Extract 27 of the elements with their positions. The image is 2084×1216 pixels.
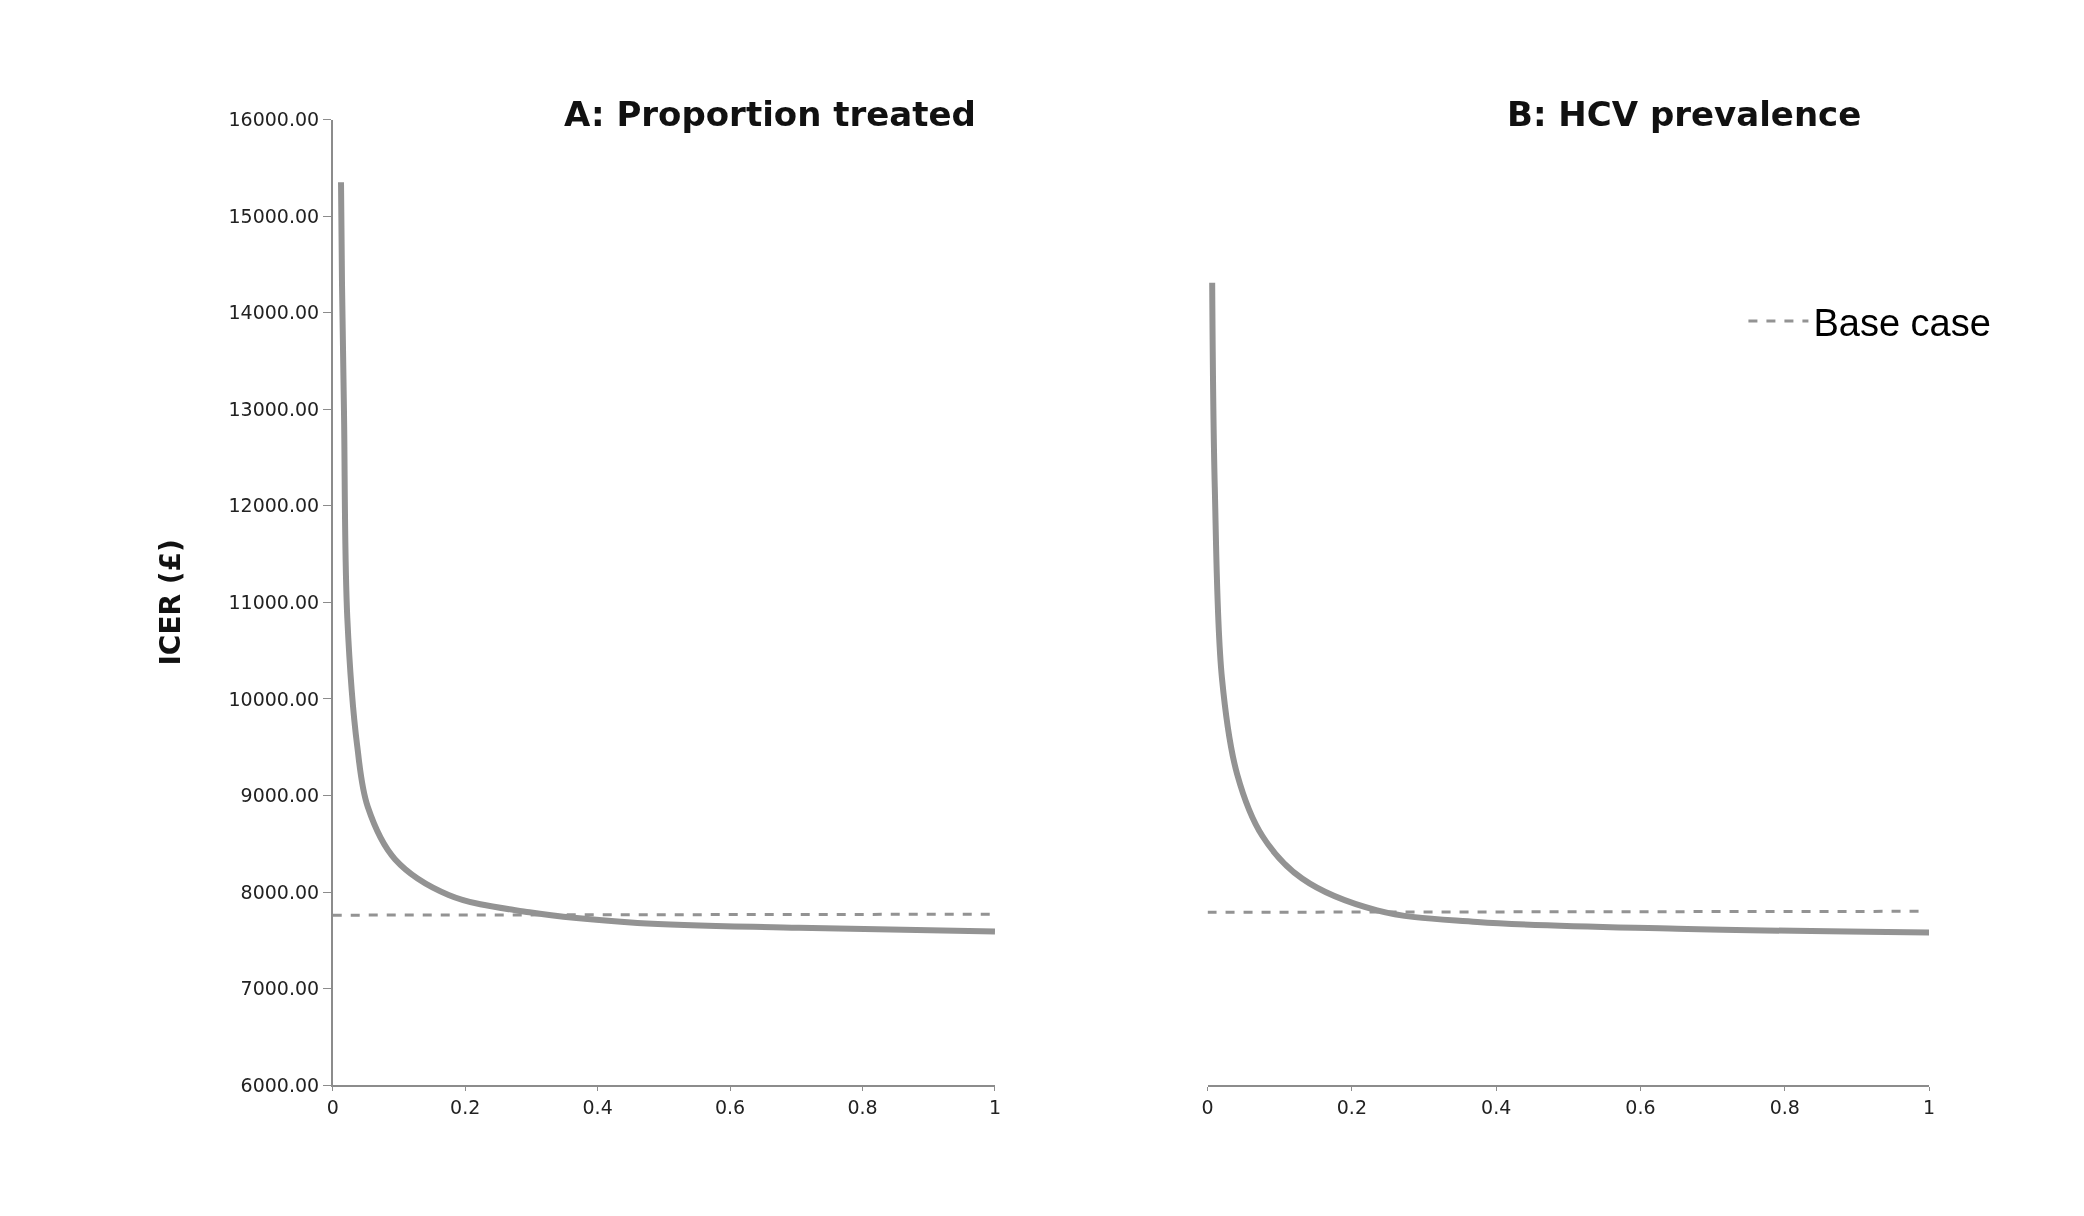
x-tick-label: 0.6 [1625, 1095, 1656, 1118]
y-tick-label: 13000.00 [228, 397, 320, 420]
y-tick-label: 6000.00 [240, 1073, 320, 1096]
y-axis-title: ICER (£) [153, 539, 187, 666]
x-tick-label: 0.2 [1336, 1095, 1367, 1118]
y-tick-label: 16000.00 [228, 108, 320, 131]
y-tick-label: 8000.00 [240, 880, 320, 903]
y-tick-label: 9000.00 [240, 784, 320, 807]
x-tick-label: 0 [1201, 1095, 1214, 1118]
x-tick-label: 0.6 [714, 1095, 746, 1118]
chart-title: B: HCV prevalence [1507, 94, 1862, 134]
y-tick-label: 14000.00 [228, 301, 320, 324]
chart-title: A: Proportion treated [564, 94, 976, 134]
legend-label: Base case [1813, 301, 1991, 344]
x-tick-label: 1 [1923, 1095, 1936, 1118]
x-tick-label: 1 [988, 1095, 1002, 1118]
y-tick-label: 7000.00 [240, 977, 320, 1000]
x-tick-label: 0.2 [450, 1095, 481, 1118]
x-tick-label: 0.4 [582, 1095, 613, 1118]
y-tick-label: 11000.00 [228, 590, 320, 613]
x-tick-label: 0.4 [1481, 1095, 1512, 1118]
x-tick-label: 0.8 [847, 1095, 878, 1118]
x-tick-label: 0.8 [1769, 1095, 1800, 1118]
x-tick-label: 0 [326, 1095, 339, 1118]
y-tick-label: 10000.00 [228, 687, 320, 710]
y-tick-label: 15000.00 [228, 204, 320, 227]
y-tick-label: 12000.00 [228, 494, 320, 517]
